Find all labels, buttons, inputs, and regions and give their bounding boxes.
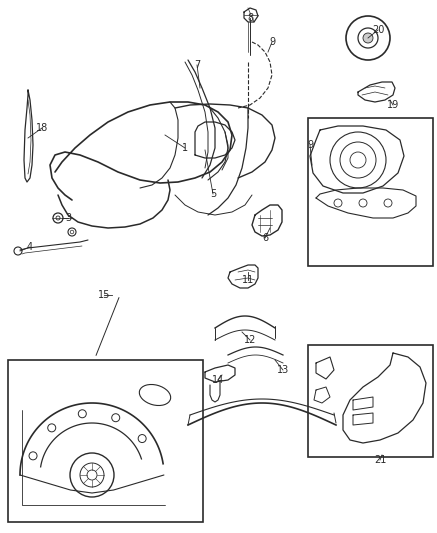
- Circle shape: [363, 33, 373, 43]
- Bar: [308, 118, 433, 266]
- Text: 19: 19: [387, 100, 399, 110]
- Bar: [8, 360, 203, 522]
- Text: 5: 5: [210, 189, 216, 199]
- Text: 9: 9: [307, 140, 313, 150]
- Text: 8: 8: [247, 13, 253, 23]
- Text: 14: 14: [212, 375, 224, 385]
- Text: 9: 9: [269, 37, 275, 47]
- Text: 4: 4: [27, 242, 33, 252]
- Text: 12: 12: [244, 335, 256, 345]
- Bar: [308, 345, 433, 457]
- Text: 18: 18: [36, 123, 48, 133]
- Text: 11: 11: [242, 275, 254, 285]
- Text: 3: 3: [65, 213, 71, 223]
- Text: 7: 7: [194, 60, 200, 70]
- Text: 15: 15: [98, 290, 110, 300]
- Text: 20: 20: [372, 25, 384, 35]
- Text: 6: 6: [262, 233, 268, 243]
- Text: 21: 21: [374, 455, 386, 465]
- Text: 13: 13: [277, 365, 289, 375]
- Text: 1: 1: [182, 143, 188, 153]
